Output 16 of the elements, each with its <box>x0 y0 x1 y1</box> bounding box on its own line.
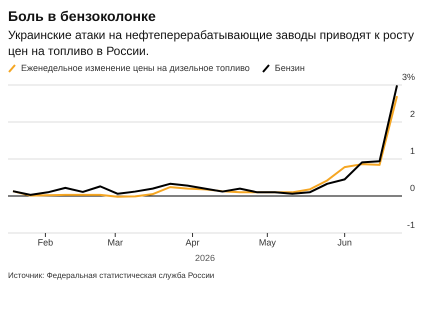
y-tick-label: -1 <box>406 220 415 230</box>
x-tick-label: May <box>258 237 276 248</box>
x-tick-label: Feb <box>38 237 54 248</box>
x-tick-label: Jun <box>337 237 352 248</box>
legend-label: Еженедельное изменение цены на дизельное топливо <box>21 63 250 73</box>
y-tick-label: 1 <box>410 146 415 156</box>
x-axis-title: 2026 <box>194 253 216 263</box>
y-tick-label: 2 <box>410 109 415 119</box>
y-tick-label: 3% <box>402 72 415 82</box>
y-tick-label: 0 <box>410 183 415 193</box>
legend-label: Бензин <box>274 63 305 73</box>
text: Источник: Федеральная статистическая служба России <box>8 271 216 280</box>
chart-title: Боль в бензоколонке <box>8 8 157 24</box>
x-tick-label: Mar <box>107 237 123 248</box>
x-tick-label: Apr <box>186 237 200 248</box>
chart-subtitle: Украинские атаки на нефтеперерабатывающие заводы приводят к росту цен на топливо в России. <box>8 27 415 59</box>
